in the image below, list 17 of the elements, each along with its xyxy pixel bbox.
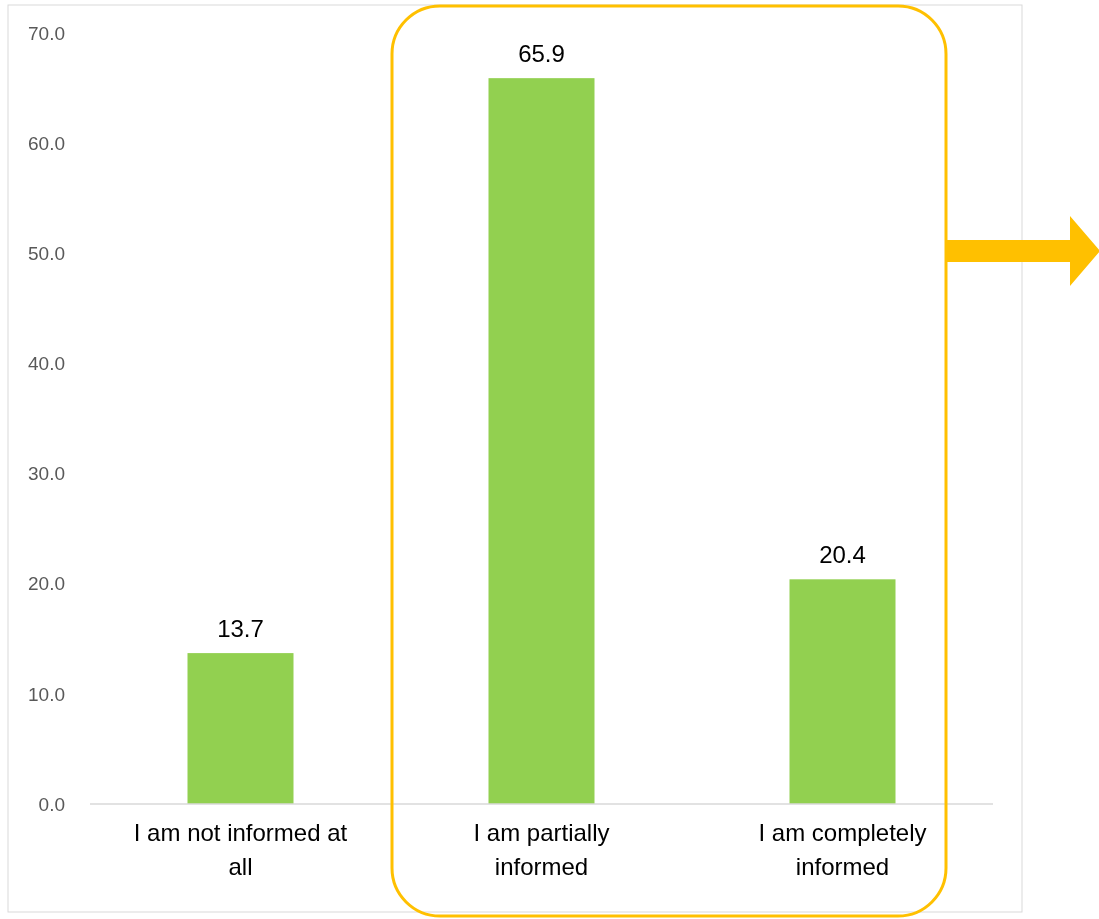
y-tick-label: 60.0 — [28, 132, 65, 154]
bar — [488, 78, 595, 804]
y-tick-label: 50.0 — [28, 242, 65, 264]
x-tick-label: I am not informed at all — [133, 819, 348, 880]
x-tick-label: I am partially informed — [473, 819, 610, 880]
bar — [789, 579, 896, 804]
x-tick-label: I am completely informed — [758, 819, 927, 880]
y-tick-label: 70.0 — [28, 22, 65, 44]
y-tick-label: 20.0 — [28, 573, 65, 595]
y-tick-label: 30.0 — [28, 463, 65, 485]
bar — [187, 653, 294, 804]
data-label: 65.9 — [518, 40, 565, 68]
y-tick-label: 40.0 — [28, 353, 65, 375]
data-label: 13.7 — [217, 615, 264, 643]
y-tick-label: 10.0 — [28, 683, 65, 705]
y-tick-label: 0.0 — [38, 793, 65, 815]
data-label: 20.4 — [819, 541, 866, 569]
